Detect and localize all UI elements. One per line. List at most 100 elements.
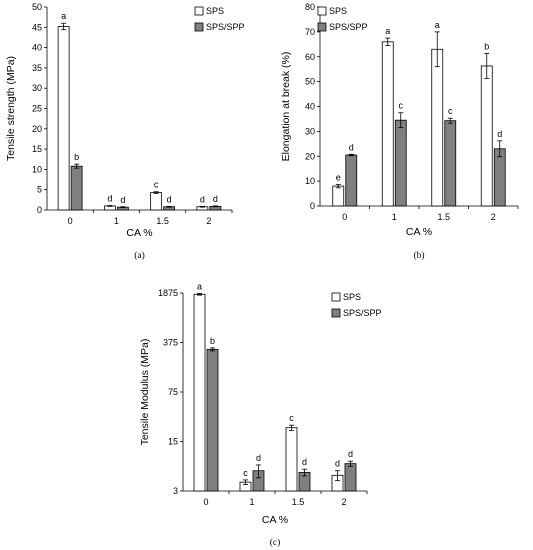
y-tick-label: 40 [32, 43, 42, 53]
bar-sps [431, 48, 444, 207]
significance-letter: c [399, 101, 404, 111]
legend-swatch [194, 22, 204, 32]
legend-swatch [331, 308, 341, 318]
x-tick-label: 1 [392, 212, 397, 222]
significance-letter: a [61, 11, 66, 21]
y-tick-label: 0 [310, 201, 315, 211]
x-axis-label: CA % [406, 226, 432, 238]
y-tick-label: 25 [32, 104, 42, 114]
y-tick-label: 60 [305, 52, 315, 62]
significance-letter: d [348, 449, 353, 459]
y-tick-label: 30 [305, 126, 315, 136]
y-tick-label: 35 [32, 63, 42, 73]
x-tick-label: 2 [491, 212, 496, 222]
significance-letter: d [167, 194, 172, 204]
y-tick-label: 45 [32, 22, 42, 32]
significance-letter: e [336, 172, 341, 182]
legend-swatch [317, 22, 327, 32]
significance-letter: d [120, 195, 125, 205]
bar-sps-spp [493, 148, 506, 207]
bar-sps-spp [394, 119, 407, 207]
y-tick-label: 3 [173, 486, 178, 496]
significance-letter: c [243, 468, 248, 478]
bar-sps [57, 26, 70, 211]
significance-letter: d [256, 453, 261, 463]
legend-label: SPS/SPP [206, 22, 245, 32]
x-tick-label: 0 [342, 212, 347, 222]
significance-letter: a [197, 281, 202, 291]
x-tick-label: 1.5 [292, 497, 305, 507]
x-tick-label: 1.5 [156, 216, 169, 226]
legend-swatch [194, 6, 204, 16]
legend-label: SPS [343, 292, 361, 302]
significance-letter: a [385, 26, 390, 36]
y-axis-label: Tensile strength (MPa) [5, 56, 17, 161]
bar-sps [480, 65, 493, 207]
y-tick-label: 5 [37, 185, 42, 195]
chart-panel-2: 0 10 20 30 40 50 60 70 80 0 e d 1 a c 1.5 a c 2 b d CA % Elong… [280, 2, 519, 261]
y-tick-label: 1875 [158, 288, 178, 298]
bar-sps-spp [206, 348, 219, 492]
panel-label: (c) [270, 537, 281, 548]
x-axis-label: CA % [262, 514, 288, 526]
x-axis-label: CA % [126, 227, 152, 239]
bar-sps-spp [70, 165, 83, 211]
significance-letter: b [74, 152, 79, 162]
x-tick-label: 0 [68, 216, 73, 226]
significance-letter: c [448, 106, 453, 116]
legend-swatch [331, 292, 341, 302]
significance-letter: b [210, 336, 215, 346]
bar-sps [285, 427, 298, 492]
y-axis-label: Elongation at break (%) [280, 52, 292, 162]
bar-sps-spp [344, 463, 357, 492]
y-tick-label: 0 [37, 205, 42, 215]
x-tick-label: 0 [203, 497, 208, 507]
y-tick-label: 375 [163, 338, 178, 348]
y-tick-label: 80 [305, 2, 315, 12]
legend-label: SPS/SPP [343, 308, 382, 318]
y-tick-label: 75 [168, 387, 178, 397]
y-tick-label: 50 [32, 2, 42, 12]
y-tick-label: 10 [32, 164, 42, 174]
significance-letter: d [200, 194, 205, 204]
y-tick-label: 50 [305, 77, 315, 87]
significance-letter: d [497, 129, 502, 139]
y-tick-label: 15 [168, 437, 178, 447]
y-tick-label: 20 [32, 124, 42, 134]
significance-letter: c [289, 413, 294, 423]
y-tick-label: 70 [305, 27, 315, 37]
bar-sps-spp [444, 120, 457, 207]
legend-label: SPS/SPP [329, 22, 368, 32]
significance-letter: d [349, 142, 354, 152]
y-axis-label: Tensile Modulus (MPa) [139, 339, 151, 446]
panel-label: (b) [413, 250, 424, 261]
significance-letter: a [435, 20, 440, 30]
legend-swatch [317, 6, 327, 16]
significance-letter: b [484, 42, 489, 52]
x-tick-label: 2 [206, 216, 211, 226]
legend-label: SPS [206, 6, 224, 16]
y-tick-label: 15 [32, 144, 42, 154]
x-tick-label: 1 [114, 216, 119, 226]
legend-label: SPS [329, 6, 347, 16]
bar-sps-spp [345, 154, 358, 207]
y-tick-label: 20 [305, 151, 315, 161]
bar-sps [150, 192, 163, 211]
significance-letter: d [107, 194, 112, 204]
y-tick-label: 30 [32, 83, 42, 93]
significance-letter: d [302, 457, 307, 467]
x-tick-label: 1.5 [437, 212, 450, 222]
significance-letter: d [335, 459, 340, 469]
x-tick-label: 1 [249, 497, 254, 507]
significance-letter: d [213, 194, 218, 204]
bar-sps [381, 41, 394, 207]
significance-letter: c [154, 180, 159, 190]
panel-label: (a) [134, 250, 145, 261]
x-tick-label: 2 [341, 497, 346, 507]
y-tick-label: 10 [305, 176, 315, 186]
bar-sps [193, 293, 206, 492]
y-tick-label: 40 [305, 102, 315, 112]
